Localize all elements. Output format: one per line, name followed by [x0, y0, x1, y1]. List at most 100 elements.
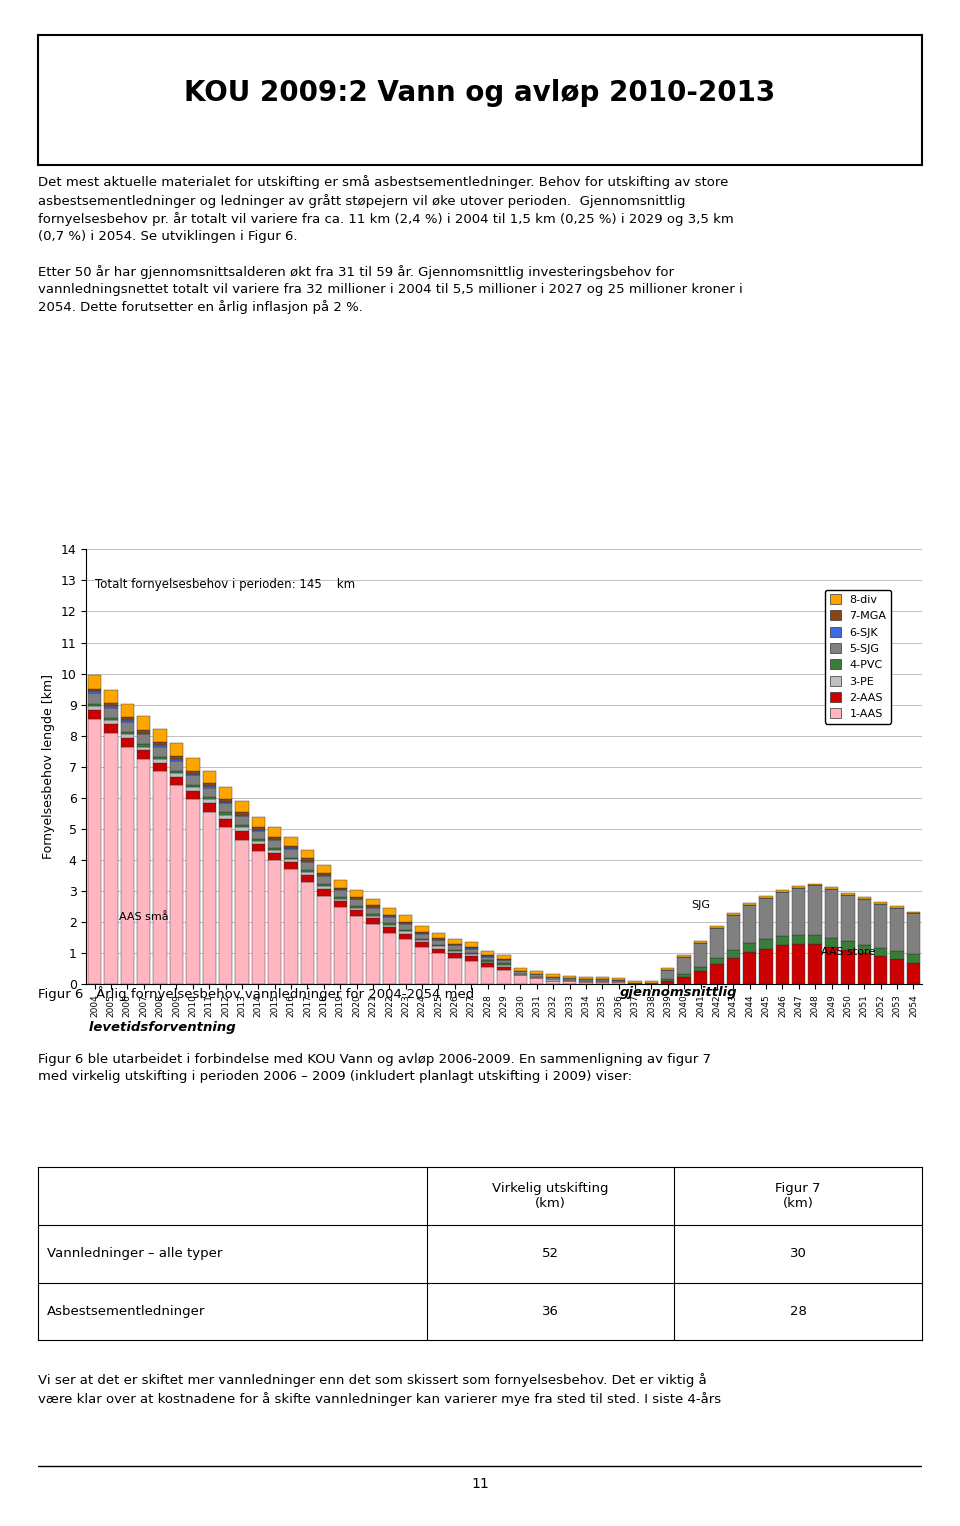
Bar: [137, 746, 151, 751]
Bar: [563, 978, 576, 980]
Bar: [759, 949, 773, 984]
Bar: [399, 938, 413, 984]
Bar: [367, 908, 380, 914]
Bar: [710, 928, 724, 958]
Bar: [579, 980, 592, 981]
Bar: [416, 943, 429, 948]
Bar: [154, 742, 167, 745]
Bar: [317, 890, 330, 896]
Text: SJG: SJG: [691, 900, 710, 909]
Bar: [710, 958, 724, 964]
Bar: [284, 836, 298, 845]
Bar: [448, 946, 462, 949]
Bar: [906, 963, 920, 984]
Bar: [465, 942, 478, 946]
Bar: [661, 980, 675, 981]
Bar: [874, 957, 887, 984]
Bar: [186, 758, 200, 771]
Bar: [300, 870, 314, 871]
Bar: [530, 971, 543, 974]
Bar: [203, 783, 216, 786]
Bar: [743, 903, 756, 905]
Bar: [219, 787, 232, 798]
Bar: [416, 948, 429, 984]
Bar: [808, 885, 822, 934]
Bar: [186, 800, 200, 984]
Text: AAS store: AAS store: [821, 946, 875, 957]
Bar: [808, 945, 822, 984]
Bar: [154, 745, 167, 746]
Text: Det mest aktuelle materialet for utskifting er små asbestsementledninger. Behov : Det mest aktuelle materialet for utskift…: [38, 175, 743, 314]
Bar: [333, 881, 347, 888]
Bar: [349, 890, 363, 897]
Bar: [284, 859, 298, 862]
Bar: [448, 958, 462, 984]
Bar: [121, 717, 134, 720]
Bar: [416, 926, 429, 932]
Bar: [235, 826, 249, 827]
Bar: [252, 839, 265, 841]
Bar: [186, 775, 200, 784]
Bar: [317, 885, 330, 890]
Bar: [890, 951, 903, 960]
Bar: [383, 928, 396, 932]
Bar: [219, 812, 232, 815]
Bar: [367, 899, 380, 905]
Bar: [105, 690, 118, 703]
Bar: [399, 934, 413, 938]
Bar: [252, 850, 265, 984]
Bar: [367, 923, 380, 984]
Bar: [383, 925, 396, 928]
Bar: [105, 723, 118, 732]
Bar: [497, 964, 511, 966]
Bar: [497, 966, 511, 971]
Bar: [857, 945, 871, 954]
Bar: [317, 876, 330, 884]
Bar: [416, 940, 429, 943]
Bar: [268, 827, 281, 836]
Bar: [694, 966, 708, 971]
Bar: [300, 862, 314, 870]
Bar: [88, 703, 102, 707]
Text: Totalt fornyelsesbehov i perioden: 145    km: Totalt fornyelsesbehov i perioden: 145 k…: [95, 578, 355, 591]
Bar: [137, 758, 151, 984]
Bar: [432, 946, 445, 949]
Bar: [710, 926, 724, 928]
Bar: [694, 971, 708, 984]
Bar: [170, 760, 183, 771]
Bar: [367, 905, 380, 906]
Bar: [170, 771, 183, 774]
Bar: [186, 784, 200, 787]
Bar: [137, 751, 151, 758]
Bar: [219, 798, 232, 801]
Text: 52: 52: [542, 1247, 559, 1260]
Bar: [890, 906, 903, 908]
Bar: [367, 919, 380, 923]
Bar: [776, 935, 789, 946]
Bar: [874, 903, 887, 948]
Bar: [105, 732, 118, 984]
Bar: [857, 897, 871, 899]
Bar: [219, 803, 232, 812]
Bar: [792, 945, 805, 984]
Bar: [284, 862, 298, 870]
Bar: [105, 707, 118, 708]
Bar: [579, 983, 592, 984]
Bar: [448, 954, 462, 958]
Bar: [399, 925, 413, 929]
Bar: [612, 983, 625, 984]
Bar: [383, 917, 396, 923]
Bar: [727, 951, 740, 958]
Bar: [170, 777, 183, 786]
Legend: 8-div, 7-MGA, 6-SJK, 5-SJG, 4-PVC, 3-PE, 2-AAS, 1-AAS: 8-div, 7-MGA, 6-SJK, 5-SJG, 4-PVC, 3-PE,…: [825, 589, 891, 723]
Bar: [170, 758, 183, 760]
Bar: [300, 874, 314, 882]
Bar: [235, 801, 249, 812]
Bar: [399, 929, 413, 931]
Bar: [121, 722, 134, 731]
Bar: [776, 946, 789, 984]
Bar: [694, 942, 708, 943]
Bar: [383, 923, 396, 925]
Text: 30: 30: [789, 1247, 806, 1260]
Bar: [154, 763, 167, 772]
